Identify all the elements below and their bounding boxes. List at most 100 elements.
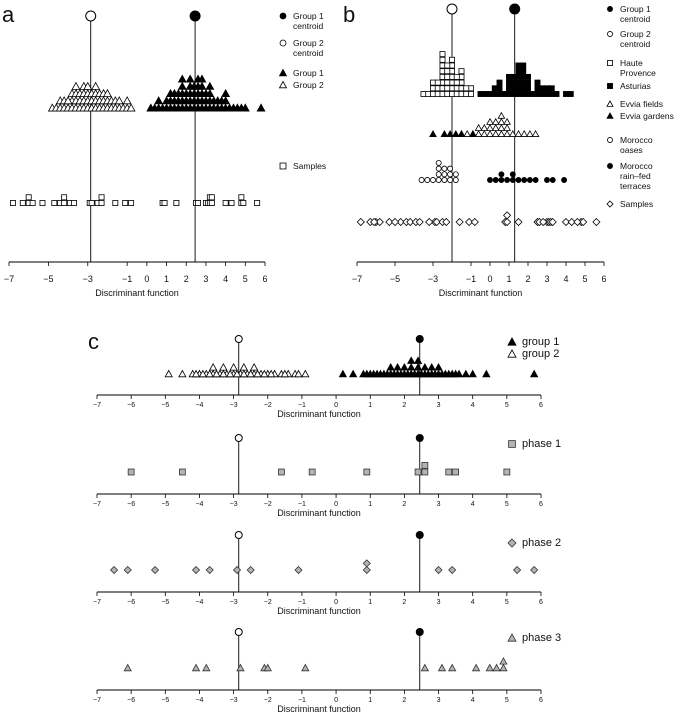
panel-c-subplot-4: −7 −6 −5 −4 −3 −2 −1 0 1 2 3 4 5 6 Discriminant functi…	[93, 628, 543, 714]
group1-centroid	[509, 3, 521, 15]
haute-provence-point	[453, 73, 460, 80]
morocco-oases-point	[435, 171, 442, 178]
x-tick-label: 0	[334, 599, 338, 606]
x-tick-label: 2	[402, 599, 406, 606]
evvia-fields-point	[531, 129, 540, 137]
x-tick-label: −1	[298, 402, 306, 409]
group2-point	[239, 363, 249, 371]
sample-point	[88, 200, 95, 206]
group1-point	[529, 369, 539, 378]
phase-2-point	[232, 565, 242, 575]
haute-provence-point	[458, 85, 465, 92]
phase-3-point	[123, 663, 132, 672]
legend-phase1-marker	[508, 440, 516, 448]
haute-provence-point	[449, 56, 455, 63]
x-tick-label: 5	[582, 274, 587, 284]
morocco-oases-point	[424, 177, 431, 183]
phase-2-point	[362, 559, 371, 568]
group1-centroid	[189, 10, 201, 22]
group1-point	[189, 88, 199, 97]
haute-provence-point	[463, 85, 470, 92]
group1-point	[189, 96, 199, 105]
phase-1-point	[278, 468, 285, 476]
asturias-point	[520, 62, 527, 69]
morocco-oases-point	[452, 177, 459, 183]
morocco-oases-point	[441, 177, 448, 183]
group1-point	[437, 369, 447, 378]
legend-evvia-gardens-marker	[606, 112, 614, 119]
sample-point	[39, 200, 46, 206]
haute-provence-point	[425, 91, 432, 97]
asturias-point	[501, 91, 508, 97]
group1-point	[413, 356, 423, 364]
group2-centroid	[234, 335, 243, 343]
morocco-terraces-point	[487, 177, 493, 183]
group1-point	[177, 81, 187, 90]
sample-point	[254, 200, 261, 206]
group1-point	[424, 369, 433, 378]
x-tick-label: 1	[506, 274, 511, 284]
sample-point	[161, 200, 168, 206]
sample-point	[385, 217, 394, 227]
phase-3-point	[492, 663, 501, 672]
haute-provence-point	[439, 79, 446, 86]
x-tick-label: 3	[437, 402, 441, 409]
group1-point	[386, 363, 395, 371]
panel-c-subplot-2: −7 −6 −5 −4 −3 −2 −1 0 1 2 3 4 5 6 Discriminant functi…	[93, 434, 543, 518]
group1-point	[393, 363, 402, 371]
sample-point	[514, 217, 523, 227]
x-tick-label: −5	[161, 501, 169, 508]
x-tick-label: 1	[368, 402, 372, 409]
haute-provence-point	[434, 79, 441, 86]
x-tick-label: 6	[539, 697, 543, 704]
haute-provence-point	[439, 85, 446, 92]
sample-point	[61, 200, 68, 206]
panel-letter-b: b	[343, 2, 355, 27]
legend-asturias-marker	[607, 83, 613, 89]
phase-3-point	[448, 663, 457, 672]
group2-centroid	[234, 628, 243, 636]
sample-point	[29, 200, 36, 206]
phase-2-point	[123, 565, 132, 575]
x-tick-label: 1	[164, 274, 169, 284]
x-tick-label: −1	[298, 697, 306, 704]
legend-phase3-marker	[507, 633, 517, 642]
evvia-fields-point	[520, 129, 529, 137]
evvia-fields-point	[503, 129, 511, 137]
haute-provence-point	[444, 79, 451, 86]
legend-samples-marker	[606, 200, 614, 208]
sample-point	[98, 200, 105, 206]
morocco-oases-point	[441, 165, 448, 172]
group1-point	[177, 74, 187, 83]
x-tick-label: −2	[264, 599, 272, 606]
sample-point	[503, 217, 512, 227]
phase-3-point	[471, 663, 481, 672]
group1-point	[181, 96, 191, 105]
legend-group2-centroid-label: Group 2 centroid	[620, 29, 651, 49]
group2-point	[267, 369, 276, 378]
group2-point	[178, 369, 187, 378]
group2-centroid	[234, 434, 243, 442]
group1-point	[362, 369, 371, 378]
haute-provence-point	[449, 91, 455, 97]
x-tick-label: 3	[437, 697, 441, 704]
group1-point	[389, 369, 399, 378]
phase-3-point	[499, 663, 508, 672]
group1-point	[338, 369, 348, 378]
sample-point	[579, 217, 588, 227]
group2-point	[260, 369, 269, 378]
group2-point	[91, 81, 101, 90]
phase-3-point	[301, 663, 310, 672]
sample-point	[173, 200, 180, 206]
group1-point	[468, 369, 477, 378]
group2-point	[198, 369, 208, 378]
morocco-terraces-point	[549, 177, 556, 183]
evvia-gardens-point	[446, 129, 454, 137]
x-tick-label: 6	[539, 599, 543, 606]
x-tick-label: −7	[93, 501, 101, 508]
legend-group2-centroid-marker	[279, 39, 287, 47]
x-tick-label: 0	[334, 402, 338, 409]
x-tick-label: 0	[334, 697, 338, 704]
haute-provence-point	[453, 79, 460, 86]
panel-a-x-axis-title: Discriminant function	[95, 288, 179, 298]
